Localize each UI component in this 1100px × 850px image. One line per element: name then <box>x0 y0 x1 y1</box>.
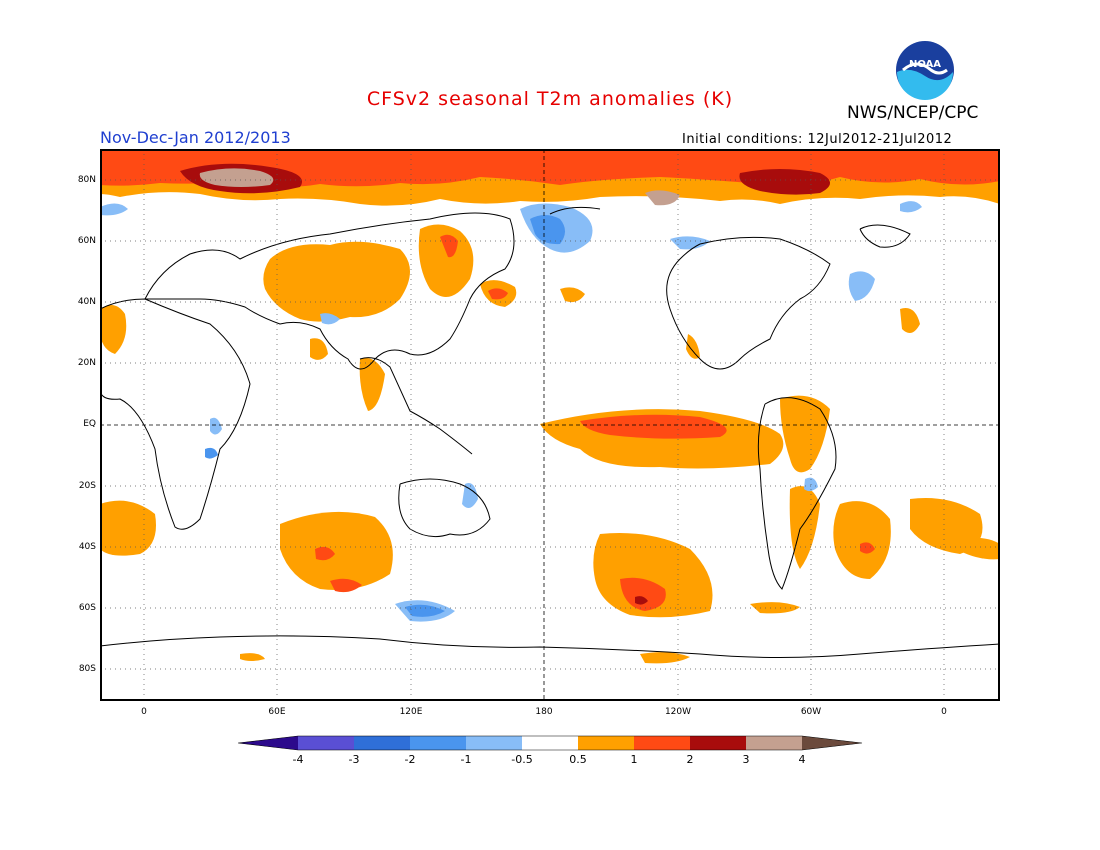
lon-label-0-east: 0 <box>941 707 947 717</box>
lon-label-0-west: 0 <box>141 707 147 717</box>
colorbar-segment <box>746 736 802 750</box>
colorbar <box>238 735 863 751</box>
colorbar-arrow-low <box>238 736 298 750</box>
colorbar-arrow-high <box>802 736 862 750</box>
colorbar-label: -4 <box>292 753 304 766</box>
colorbar-segment <box>522 736 578 750</box>
colorbar-label: 0.5 <box>569 753 587 766</box>
chart-title: CFSv2 seasonal T2m anomalies (K) <box>366 88 734 110</box>
colorbar-segment <box>466 736 522 750</box>
colorbar-label: 2 <box>686 753 694 766</box>
lat-label-40s: 40S <box>78 542 96 552</box>
lat-label-60n: 60N <box>77 236 96 246</box>
lat-label-80s: 80S <box>78 664 96 674</box>
lat-label-20n: 20N <box>77 358 96 368</box>
colorbar-label: -2 <box>404 753 416 766</box>
colorbar-label: 1 <box>630 753 638 766</box>
colorbar-segment <box>634 736 690 750</box>
lon-label-120e: 120E <box>399 707 423 717</box>
lat-label-60s: 60S <box>78 603 96 613</box>
colorbar-label: 3 <box>742 753 750 766</box>
anomaly-map <box>100 149 1000 701</box>
forecast-period: Nov-Dec-Jan 2012/2013 <box>100 128 291 147</box>
colorbar-label: -1 <box>460 753 472 766</box>
colorbar-label: -0.5 <box>511 753 533 766</box>
colorbar-segment <box>410 736 466 750</box>
agency-label: NWS/NCEP/CPC <box>847 103 979 123</box>
lat-label-80n: 80N <box>77 175 96 185</box>
colorbar-segment <box>354 736 410 750</box>
colorbar-segment <box>578 736 634 750</box>
logo-text: NOAA <box>909 59 941 70</box>
lon-label-60w: 60W <box>800 707 822 717</box>
initial-conditions: Initial conditions: 12Jul2012-21Jul2012 <box>682 132 953 147</box>
coastlines <box>100 206 1000 658</box>
colorbar-label: -3 <box>348 753 360 766</box>
lon-label-180: 180 <box>535 707 553 717</box>
lon-label-120w: 120W <box>664 707 692 717</box>
lat-label-eq: EQ <box>83 419 96 429</box>
noaa-logo-icon: NOAA <box>896 41 954 100</box>
equator-dateline <box>100 149 1000 701</box>
lat-label-20s: 20S <box>78 481 96 491</box>
lat-label-40n: 40N <box>77 297 96 307</box>
colorbar-segment <box>298 736 354 750</box>
lon-label-60e: 60E <box>268 707 286 717</box>
colorbar-label: 4 <box>798 753 806 766</box>
colorbar-segment <box>690 736 746 750</box>
